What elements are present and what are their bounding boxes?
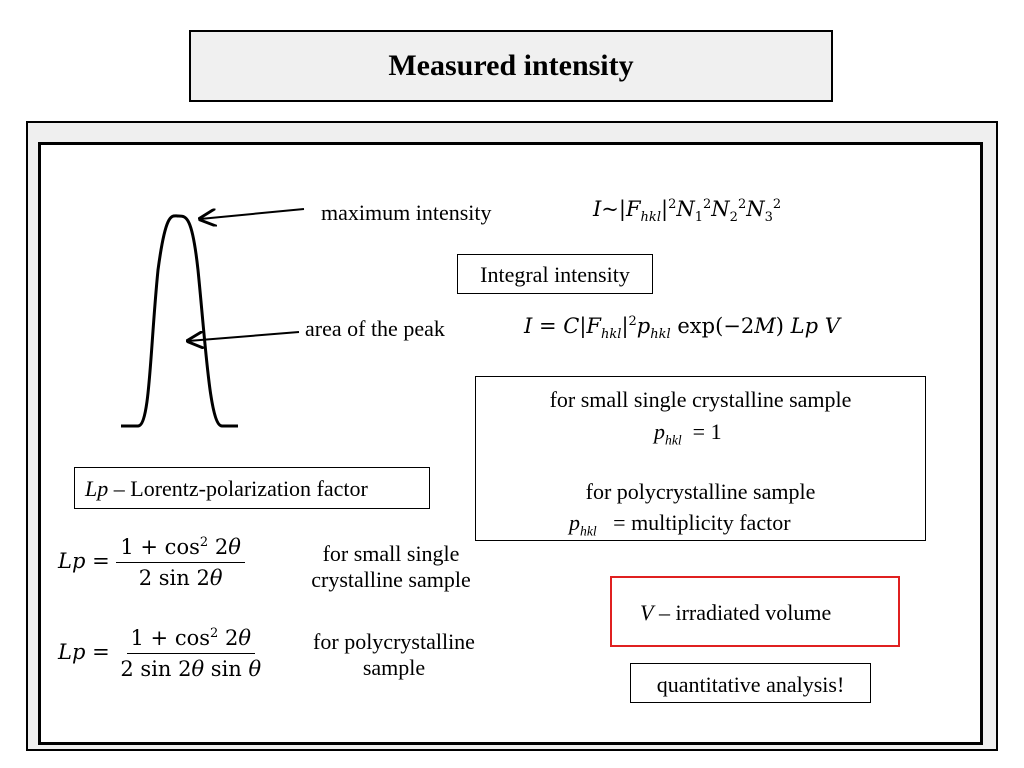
irradiated-volume-box: V – irradiated volume [610, 576, 900, 647]
lp-single-caption-line2: crystalline sample [311, 567, 471, 593]
lp-single-caption: for small single crystalline sample [296, 541, 486, 594]
phkl-poly-value: = multiplicity factor [613, 510, 791, 535]
max-intensity-label: maximum intensity [321, 200, 492, 225]
phkl-poly-title: for polycrystalline sample [585, 479, 816, 504]
irradiated-volume-label: V – irradiated volume [640, 600, 831, 626]
lp-poly-caption: for polycrystalline sample [296, 629, 492, 682]
lp-definition-box: Lp – Lorentz-polarization factor [74, 467, 430, 509]
integral-intensity-box: Integral intensity [457, 254, 653, 294]
phkl-box: for small single crystalline sample phkl… [475, 376, 926, 541]
phkl-poly-row: phkl = multiplicity factor [569, 510, 791, 539]
phkl-small-row: phkl = 1 [654, 419, 722, 448]
v-definition: – irradiated volume [653, 600, 832, 625]
lp-poly-caption-line1: for polycrystalline [313, 629, 475, 654]
lp-poly-caption-line2: sample [362, 655, 426, 681]
area-label: area of the peak [305, 316, 445, 341]
slide-title: Measured intensity [189, 30, 833, 102]
v-symbol: V [640, 600, 654, 625]
quantitative-analysis-box: quantitative analysis! [630, 663, 871, 703]
lp-definition-text: – Lorentz-polarization factor [108, 476, 368, 501]
integral-intensity-formula: I = C|Fhkl|2phkl exp(−2M) Lp V [524, 314, 840, 343]
phkl-small-title: for small single crystalline sample [549, 387, 852, 412]
peak-curve [121, 214, 238, 428]
max-intensity-formula: I~|Fhkl|2N12N22N32 [593, 197, 782, 226]
lp-definition: Lp – Lorentz-polarization factor [85, 476, 368, 502]
phkl-small-value: = 1 [692, 419, 722, 444]
lp-formula-poly: Lp = 1 + cos2 2θ 2 sin 2θ sin θ [58, 626, 262, 681]
lp-single-caption-line1: for small single [322, 541, 460, 566]
lp-symbol: Lp [85, 476, 109, 501]
max-intensity-arrow [200, 208, 305, 219]
lp-formula-single: Lp = 1 + cos2 2θ 2 sin 2θ [58, 535, 245, 590]
area-arrow [188, 332, 300, 341]
integral-intensity-label: Integral intensity [480, 262, 630, 287]
quantitative-analysis-label: quantitative analysis! [656, 672, 845, 697]
